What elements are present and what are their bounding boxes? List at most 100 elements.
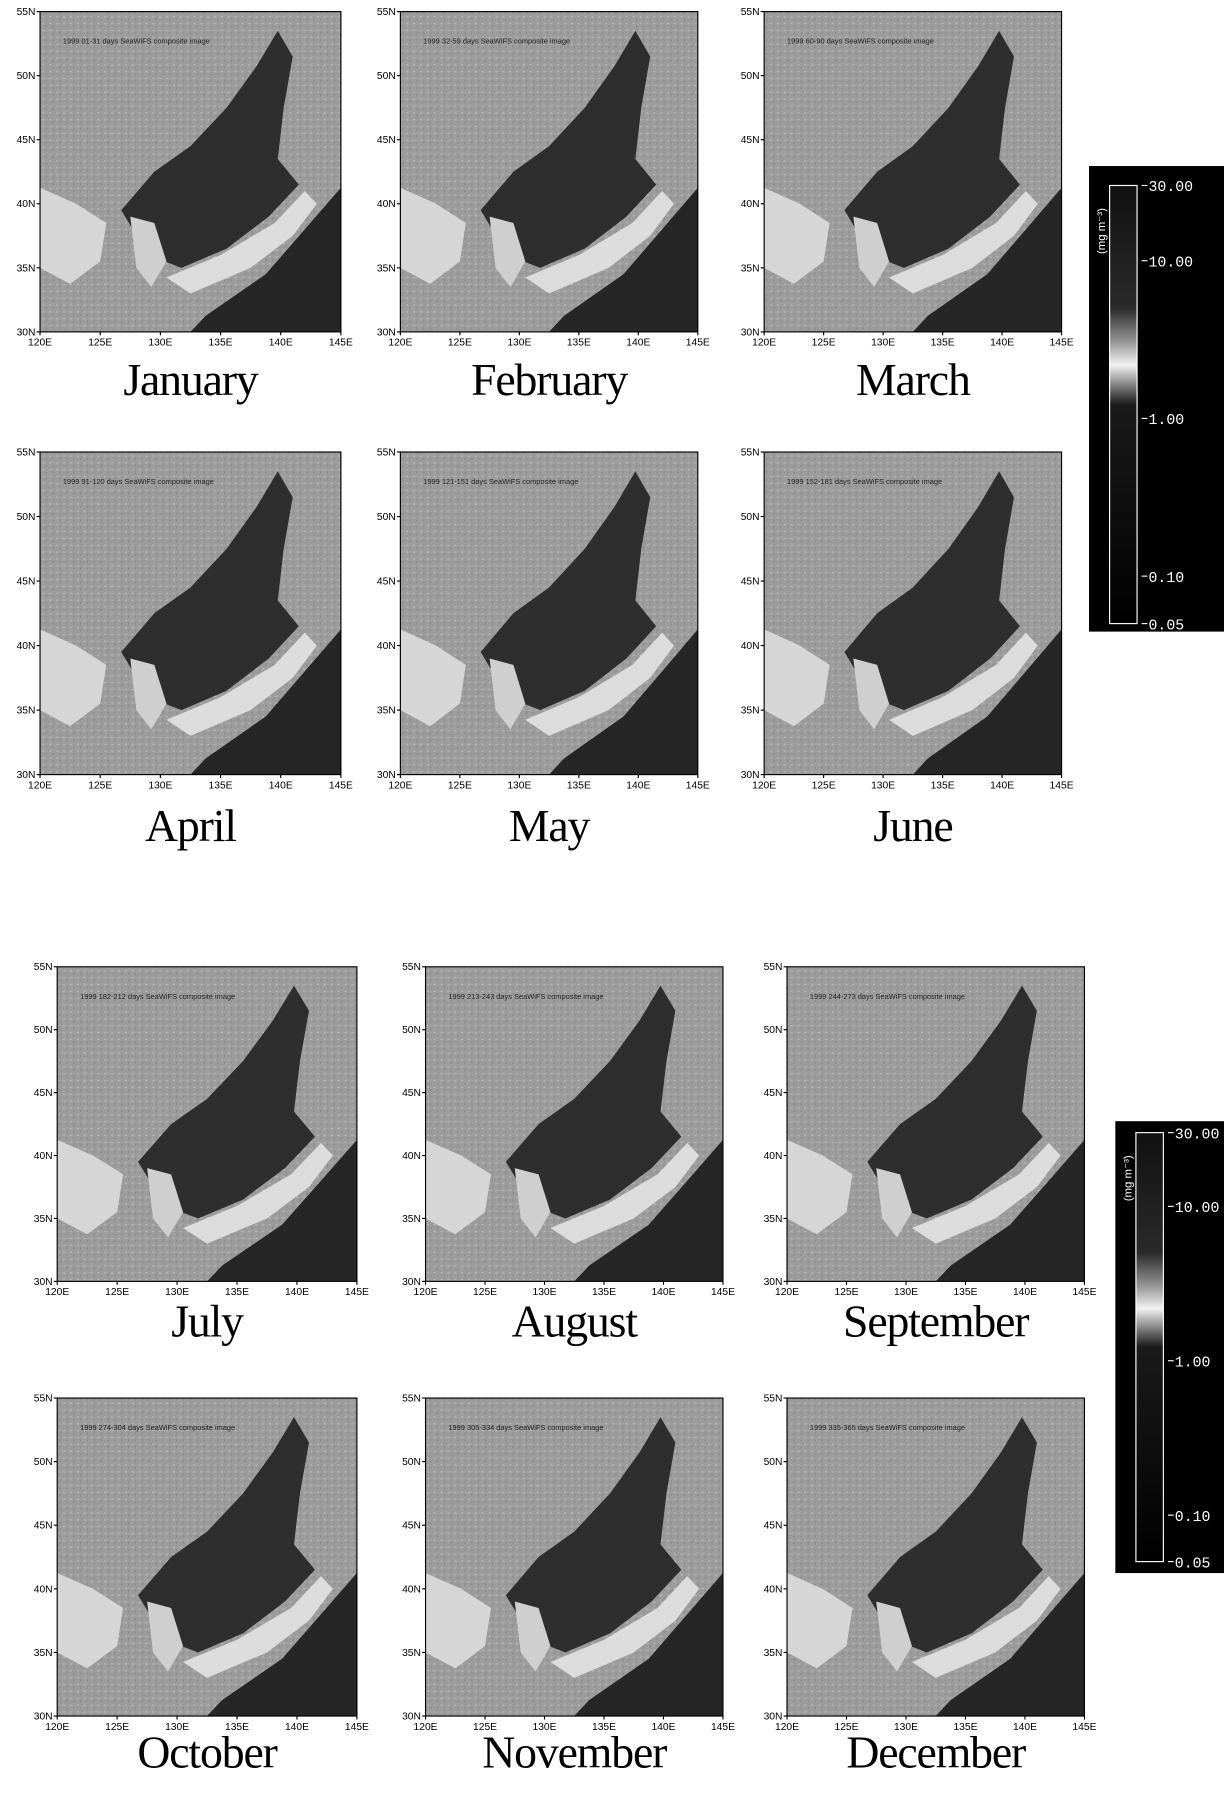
- lat-label: 40N: [377, 199, 396, 210]
- lon-label: 145E: [345, 1287, 369, 1298]
- lat-label: 55N: [377, 447, 396, 458]
- lon-label: 135E: [931, 338, 955, 349]
- sea-area: [121, 471, 299, 711]
- map-caption: 1999 335-365 days SeaWiFS composite imag…: [810, 1423, 965, 1432]
- korea-land: [130, 216, 167, 288]
- lat-label: 45N: [377, 576, 396, 587]
- colorbar-background: [1115, 1121, 1224, 1574]
- colorbar-label: 0.10: [1175, 1510, 1211, 1526]
- lat-label: 50N: [377, 71, 396, 82]
- lon-label: 140E: [269, 338, 293, 349]
- lat-label: 35N: [764, 1214, 783, 1225]
- lon-label: 130E: [871, 338, 895, 349]
- lat-label: 45N: [402, 1088, 421, 1099]
- lon-label: 145E: [711, 1287, 735, 1298]
- pacific-area: [912, 187, 1062, 332]
- korea-land: [147, 1168, 184, 1238]
- map-panel: 1999 32-59 days SeaWiFS composite image 5…: [377, 7, 710, 405]
- sea-area: [867, 985, 1043, 1219]
- land-area: [764, 629, 830, 727]
- colorbar-label: 30.00: [1175, 1127, 1220, 1143]
- colorbar-label: 1.00: [1175, 1355, 1211, 1371]
- lon-label: 130E: [165, 1722, 189, 1733]
- lon-label: 145E: [1072, 1287, 1096, 1298]
- lat-label: 50N: [402, 1457, 421, 1468]
- pacific-area: [190, 187, 341, 332]
- colorbar-label: 1.00: [1149, 413, 1185, 429]
- lat-label: 50N: [34, 1457, 53, 1468]
- map-caption: 1999 01-31 days SeaWiFS composite image: [63, 37, 210, 46]
- lat-label: 30N: [377, 770, 396, 781]
- lon-label: 135E: [567, 780, 591, 791]
- map-frame: [399, 11, 699, 333]
- colorbar-label: 0.05: [1175, 1556, 1211, 1572]
- lon-label: 145E: [329, 338, 353, 349]
- lon-label: 130E: [507, 338, 531, 349]
- lon-label: 145E: [329, 780, 353, 791]
- lon-label: 125E: [473, 1722, 497, 1733]
- sea-area: [844, 471, 1020, 711]
- japan-land: [889, 632, 1038, 736]
- month-label: October: [137, 1727, 277, 1778]
- map-caption: 1999 32-59 days SeaWiFS composite image: [423, 37, 570, 46]
- map-frame: [56, 1397, 358, 1717]
- map-caption: 1999 182-212 days SeaWiFS composite imag…: [80, 992, 235, 1001]
- lat-label: 45N: [34, 1521, 53, 1532]
- lat-label: 45N: [377, 135, 396, 146]
- month-label: June: [873, 800, 952, 851]
- lon-label: 135E: [592, 1722, 616, 1733]
- month-label: December: [846, 1727, 1026, 1778]
- lon-label: 120E: [388, 780, 412, 791]
- lat-label: 30N: [17, 770, 36, 781]
- lon-label: 125E: [473, 1287, 497, 1298]
- colorbar-label: 30.00: [1149, 180, 1194, 196]
- lon-label: 120E: [414, 1722, 438, 1733]
- lon-label: 135E: [592, 1287, 616, 1298]
- map-caption: 1999 213-243 days SeaWiFS composite imag…: [448, 992, 603, 1001]
- lat-label: 50N: [17, 71, 36, 82]
- lat-label: 40N: [34, 1584, 53, 1595]
- map-caption: 1999 152-181 days SeaWiFS composite imag…: [787, 477, 942, 486]
- japan-land: [166, 190, 317, 294]
- lon-label: 135E: [209, 780, 233, 791]
- land-area: [787, 1572, 853, 1669]
- lon-label: 135E: [225, 1287, 249, 1298]
- lat-label: 55N: [764, 1393, 783, 1404]
- lat-label: 40N: [402, 1151, 421, 1162]
- month-label: November: [482, 1727, 667, 1778]
- lat-label: 55N: [34, 1393, 53, 1404]
- colorbar-label: 0.05: [1149, 618, 1185, 634]
- lat-label: 30N: [34, 1277, 53, 1288]
- lat-label: 30N: [741, 327, 760, 338]
- lat-label: 35N: [17, 706, 36, 717]
- lat-label: 35N: [17, 263, 36, 274]
- lat-label: 50N: [34, 1025, 53, 1036]
- map-frame: [39, 11, 342, 333]
- lon-label: 145E: [345, 1722, 369, 1733]
- lat-label: 35N: [34, 1648, 53, 1659]
- lon-label: 145E: [1050, 338, 1074, 349]
- month-label: July: [171, 1295, 244, 1346]
- korea-land: [130, 658, 167, 730]
- lon-label: 135E: [953, 1722, 977, 1733]
- lat-label: 45N: [741, 135, 760, 146]
- lon-label: 120E: [414, 1287, 438, 1298]
- lat-label: 40N: [741, 199, 760, 210]
- lon-label: 135E: [567, 338, 591, 349]
- lon-label: 140E: [990, 780, 1014, 791]
- lat-label: 45N: [34, 1088, 53, 1099]
- pacific-area: [935, 1572, 1085, 1717]
- pacific-area: [574, 1572, 723, 1717]
- japan-land: [550, 1142, 700, 1244]
- lat-label: 45N: [402, 1521, 421, 1532]
- korea-land: [876, 1168, 912, 1238]
- lat-label: 55N: [17, 447, 36, 458]
- lat-label: 55N: [741, 447, 760, 458]
- pacific-area: [207, 1139, 357, 1282]
- lon-label: 140E: [651, 1722, 675, 1733]
- colorbar-label: 10.00: [1149, 255, 1194, 271]
- lon-label: 140E: [1013, 1722, 1037, 1733]
- lon-label: 120E: [45, 1287, 69, 1298]
- lat-label: 40N: [17, 641, 36, 652]
